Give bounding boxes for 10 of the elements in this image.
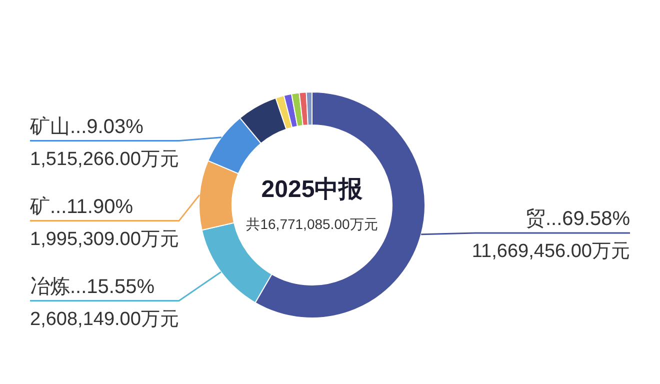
slice-label: 贸...69.58%: [525, 208, 630, 230]
data-label: 2,608,149.00万元: [30, 308, 179, 330]
text: 共16,771,085.00万元: [246, 216, 378, 232]
data-label: 1,515,266.00万元: [30, 148, 179, 170]
data-label: 11,669,456.00万元: [472, 240, 630, 262]
slice-label: 矿...11.90%: [29, 196, 134, 218]
slice-label: 冶炼...15.55%: [30, 276, 155, 298]
text: 2025中报: [261, 176, 364, 203]
slice-label: 矿山...9.03%: [29, 116, 144, 138]
data-label: 1,995,309.00万元: [30, 228, 179, 250]
